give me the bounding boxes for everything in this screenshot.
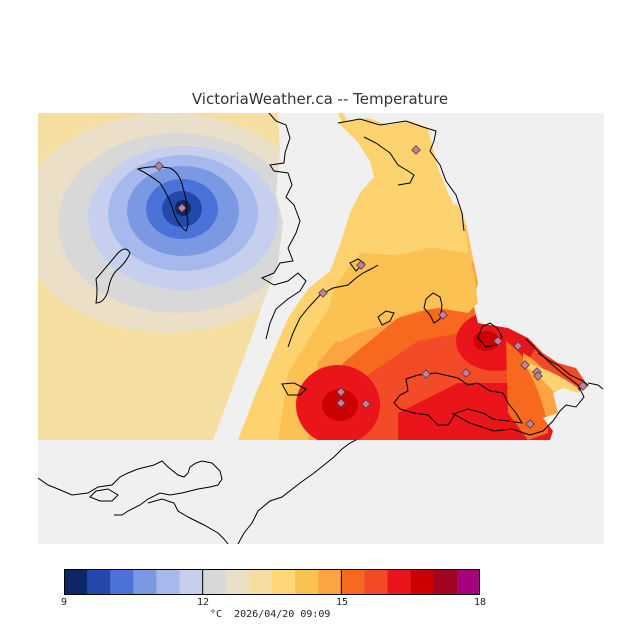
station-marker bbox=[336, 398, 346, 408]
station-marker bbox=[513, 341, 523, 351]
station-marker bbox=[318, 288, 328, 298]
map-footer: °C 2026/04/20 09:09 bbox=[210, 609, 330, 620]
colorbar-swatch bbox=[64, 569, 88, 595]
land-yellow-strait bbox=[338, 118, 468, 273]
colorbar-swatch bbox=[318, 569, 342, 595]
outside-east-mask bbox=[428, 113, 604, 440]
colorbar-swatch bbox=[225, 569, 250, 595]
no-data-band bbox=[38, 440, 604, 544]
colorbar-tick-label: 18 bbox=[473, 597, 487, 608]
station-marker bbox=[520, 360, 530, 370]
station-marker bbox=[154, 161, 164, 171]
colorbar-swatch bbox=[202, 569, 227, 595]
temperature-map bbox=[38, 113, 604, 544]
station-marker bbox=[421, 369, 431, 379]
colorbar-tick-label: 12 bbox=[196, 597, 210, 608]
colorbar-swatch bbox=[133, 569, 157, 595]
station-marker bbox=[411, 145, 421, 155]
station-marker bbox=[493, 336, 503, 346]
colorbar-tick-label: 15 bbox=[335, 597, 349, 608]
southern-coastline bbox=[38, 439, 357, 544]
colorbar-labels: 9 12 15 18 bbox=[0, 597, 640, 611]
colorbar-border bbox=[64, 569, 480, 595]
station-marker bbox=[361, 399, 371, 409]
coastlines bbox=[95, 113, 604, 436]
station-marker bbox=[578, 381, 588, 391]
field-zone-orange-peninsula bbox=[506, 341, 548, 440]
station-marker bbox=[525, 419, 535, 429]
units-label: °C bbox=[210, 609, 223, 620]
colorbar-swatch bbox=[433, 569, 458, 595]
colorbar-swatch bbox=[87, 569, 111, 595]
colorbar-swatch bbox=[387, 569, 412, 595]
colorbar bbox=[64, 569, 480, 595]
station-marker bbox=[356, 260, 366, 270]
colorbar-swatch bbox=[295, 569, 319, 595]
station-marker bbox=[177, 203, 187, 213]
station-marker bbox=[533, 371, 543, 381]
colorbar-swatch bbox=[156, 569, 181, 595]
colorbar-tick-label: 9 bbox=[60, 597, 68, 608]
station-markers bbox=[154, 145, 588, 429]
station-marker bbox=[438, 310, 448, 320]
colorbar-swatch bbox=[456, 569, 480, 595]
colorbar-swatch bbox=[341, 569, 365, 595]
station-marker bbox=[336, 387, 346, 397]
colorbar-swatch bbox=[410, 569, 435, 595]
station-marker bbox=[461, 368, 471, 378]
colorbar-swatch bbox=[179, 569, 204, 595]
timestamp: 2026/04/20 09:09 bbox=[234, 609, 331, 620]
colorbar-swatch bbox=[110, 569, 134, 595]
temperature-contour-layer bbox=[38, 113, 604, 544]
colorbar-swatch bbox=[248, 569, 273, 595]
colorbar-swatch bbox=[364, 569, 389, 595]
map-title: VictoriaWeather.ca -- Temperature bbox=[191, 90, 449, 108]
colorbar-swatch bbox=[272, 569, 296, 595]
